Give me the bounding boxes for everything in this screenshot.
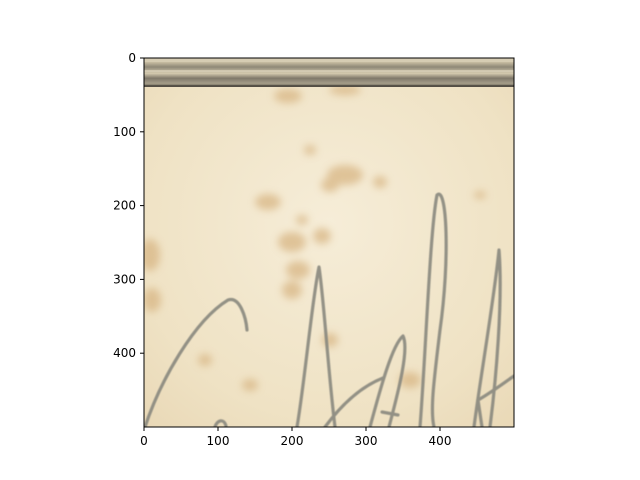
y-tick-label: 300 [113,272,136,286]
x-tick-label: 300 [355,434,378,448]
y-tick-label: 400 [113,346,136,360]
y-axis: 0 100 200 300 400 [113,51,144,360]
x-tick-label: 200 [281,434,304,448]
x-tick-label: 0 [140,434,148,448]
y-tick-label: 0 [128,51,136,65]
strip-band [144,58,514,87]
foxing-stains [144,85,486,391]
handwriting-strokes [144,192,514,427]
y-tick-label: 100 [113,125,136,139]
x-tick-label: 400 [429,434,452,448]
x-tick-label: 100 [207,434,230,448]
plot-frame [143,57,515,428]
image-area [144,58,514,427]
x-axis: 0 100 200 300 400 [140,427,451,448]
y-tick-label: 200 [113,199,136,213]
